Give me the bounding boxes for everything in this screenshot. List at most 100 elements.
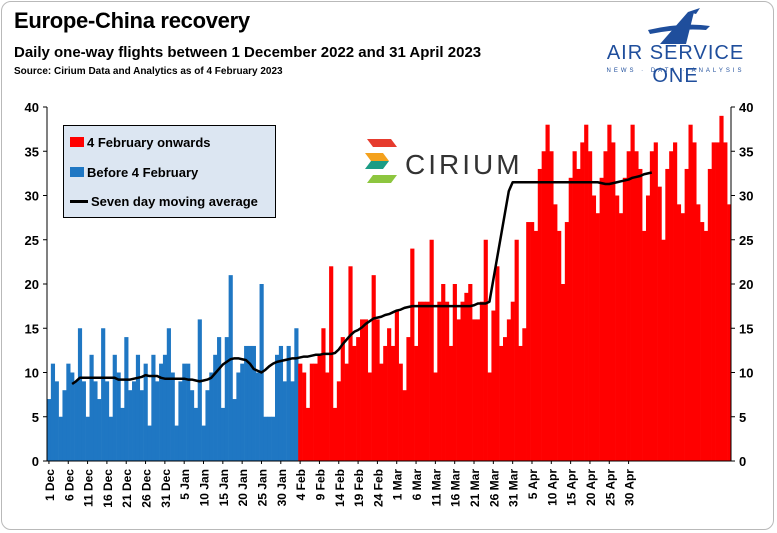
- bar-before: [132, 381, 137, 461]
- bar-before: [143, 363, 148, 461]
- bar-before: [139, 390, 144, 461]
- bar-after: [472, 319, 477, 461]
- bar-before: [217, 337, 222, 461]
- bar-before: [151, 354, 156, 461]
- bar-after: [417, 301, 423, 461]
- y-tick-label-right: 40: [739, 100, 753, 115]
- x-tick-label: 11 Dec: [82, 469, 96, 507]
- y-tick-label-left: 15: [25, 321, 39, 336]
- bar-before: [286, 345, 291, 461]
- bar-after: [611, 142, 616, 461]
- chart-title: Europe-China recovery: [14, 8, 250, 33]
- bar-before: [213, 354, 218, 461]
- bar-after: [595, 213, 600, 461]
- y-tick-label-right: 10: [739, 366, 753, 381]
- bar-after: [379, 363, 384, 461]
- bar-after: [522, 328, 527, 461]
- bar-before: [120, 407, 125, 461]
- bar-after: [630, 124, 635, 461]
- x-tick-label: 9 Feb: [313, 469, 327, 500]
- x-tick-label: 4 Feb: [294, 469, 308, 500]
- bar-after: [348, 266, 353, 461]
- air-service-one-logo: AIR SERVICE ONE NEWS · DATA · ANALYSIS: [588, 8, 763, 87]
- x-tick-label: 30 Jan: [275, 469, 289, 506]
- bar-before: [228, 275, 233, 461]
- x-tick-label: 15 Jan: [217, 469, 231, 506]
- bar-after: [321, 328, 326, 461]
- bar-after: [452, 284, 457, 461]
- bar-after: [514, 239, 519, 461]
- bar-after: [510, 301, 515, 461]
- bar-after: [402, 390, 407, 461]
- bar-after: [367, 372, 372, 461]
- x-tick-label: 26 Mar: [487, 469, 501, 507]
- bar-before: [112, 354, 117, 461]
- y-tick-label-left: 40: [25, 100, 39, 115]
- bar-after: [456, 319, 461, 461]
- bar-before: [178, 381, 183, 461]
- bar-before: [255, 372, 260, 461]
- bar-after: [711, 142, 716, 461]
- bar-after: [414, 345, 419, 461]
- bar-after: [309, 363, 314, 461]
- y-tick-label-right: 0: [739, 454, 746, 469]
- bar-after: [298, 363, 303, 461]
- bar-after: [588, 151, 593, 461]
- bar-after: [703, 230, 709, 461]
- bar-after: [398, 363, 403, 461]
- bar-before: [271, 416, 276, 461]
- bar-after: [363, 319, 369, 461]
- moving-average-line: [71, 171, 653, 386]
- bar-before: [124, 337, 129, 461]
- bar-after: [475, 319, 481, 461]
- bar-before: [93, 381, 98, 461]
- bar-before: [220, 407, 226, 461]
- bar-after: [576, 168, 581, 461]
- bar-before: [81, 381, 86, 461]
- bar-after: [653, 142, 658, 461]
- bar-after: [719, 115, 724, 461]
- bar-after: [541, 151, 546, 461]
- bar-after: [545, 124, 550, 461]
- bar-after: [568, 177, 573, 462]
- y-tick-label-left: 10: [25, 366, 39, 381]
- y-tick-label-left: 5: [32, 410, 39, 425]
- legend-item-before: Before 4 February: [70, 162, 198, 182]
- bar-after: [491, 310, 496, 461]
- bar-after: [638, 168, 643, 461]
- bar-before: [224, 337, 229, 461]
- bar-after: [649, 151, 655, 461]
- bar-after: [591, 195, 597, 461]
- bar-before: [155, 381, 160, 461]
- bar-before: [116, 372, 121, 461]
- bar-after: [676, 204, 682, 461]
- bar-after: [487, 372, 492, 461]
- bar-after: [680, 213, 685, 461]
- bar-after: [340, 337, 345, 461]
- x-tick-label: 25 Jan: [255, 469, 269, 506]
- bar-after: [352, 345, 357, 461]
- bar-before: [54, 381, 59, 461]
- bar-after: [441, 284, 446, 461]
- bar-before: [244, 345, 249, 461]
- bar-after: [564, 222, 569, 461]
- bar-after: [383, 345, 388, 461]
- bar-after: [437, 301, 442, 461]
- x-tick-label: 6 Dec: [62, 469, 76, 501]
- bar-before: [166, 328, 171, 461]
- bar-after: [572, 151, 577, 461]
- x-tick-label: 25 Apr: [603, 469, 617, 506]
- bar-after: [406, 337, 411, 461]
- bar-before: [147, 425, 152, 461]
- x-tick-label: 24 Feb: [371, 469, 385, 507]
- x-tick-label: 20 Jan: [236, 469, 250, 506]
- bar-after: [495, 266, 500, 461]
- legend-label-after: 4 February onwards: [87, 134, 211, 150]
- bar-after: [313, 363, 318, 461]
- cirium-name: CIRIUM: [405, 149, 523, 180]
- bar-after: [673, 142, 678, 461]
- chart-legend: 4 February onwards Before 4 February Sev…: [63, 125, 276, 218]
- bar-after: [622, 177, 627, 462]
- bar-before: [128, 390, 133, 461]
